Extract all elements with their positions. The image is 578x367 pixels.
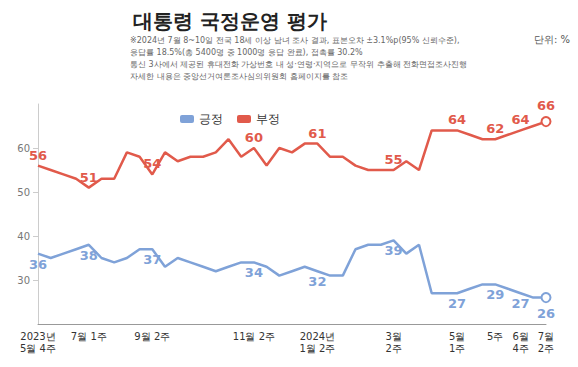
svg-text:2024년: 2024년 [300, 331, 335, 342]
svg-text:61: 61 [308, 126, 326, 141]
svg-text:64: 64 [512, 112, 530, 127]
svg-text:26: 26 [537, 306, 555, 321]
svg-text:7월: 7월 [538, 331, 554, 342]
svg-text:62: 62 [486, 121, 504, 136]
svg-text:40: 40 [17, 231, 30, 242]
svg-text:응답률 18.5%(총 5400명 중 1000명 응답 완: 응답률 18.5%(총 5400명 중 1000명 응답 완료), 접촉률 30… [130, 48, 363, 57]
svg-text:6월: 6월 [512, 331, 528, 342]
svg-text:7월 1주: 7월 1주 [71, 331, 107, 342]
svg-text:56: 56 [29, 148, 47, 163]
svg-text:64: 64 [448, 112, 466, 127]
svg-text:2주: 2주 [385, 343, 401, 354]
svg-text:60: 60 [17, 142, 30, 154]
svg-text:9월 2주: 9월 2주 [134, 331, 170, 342]
svg-text:통신 3사에서 제공된 휴대전화 가상번호 내 성·연령·지: 통신 3사에서 제공된 휴대전화 가상번호 내 성·연령·지역으로 무작위 추출… [130, 60, 467, 69]
svg-text:3월: 3월 [385, 331, 401, 342]
svg-text:자세한 내용은 중앙선거여론조사심의위원회 홈페이지를 참조: 자세한 내용은 중앙선거여론조사심의위원회 홈페이지를 참조 [130, 72, 348, 81]
svg-text:부정: 부정 [256, 112, 280, 126]
svg-text:60: 60 [245, 130, 263, 145]
svg-text:4주: 4주 [512, 343, 528, 354]
svg-text:54: 54 [143, 156, 161, 171]
svg-text:2023년: 2023년 [20, 331, 55, 342]
svg-text:34: 34 [245, 265, 263, 280]
svg-text:5주: 5주 [487, 331, 503, 342]
svg-text:39: 39 [385, 243, 403, 258]
svg-text:2주: 2주 [538, 343, 554, 354]
svg-text:27: 27 [448, 296, 466, 311]
svg-text:1월 2주: 1월 2주 [299, 343, 335, 354]
svg-text:29: 29 [486, 287, 504, 302]
svg-text:36: 36 [29, 257, 47, 272]
svg-text:1주: 1주 [449, 343, 465, 354]
svg-text:30: 30 [17, 275, 30, 286]
svg-text:50: 50 [17, 187, 30, 198]
svg-text:※2024년 7월 8~10일 전국 18세 이상 남녀 조: ※2024년 7월 8~10일 전국 18세 이상 남녀 조사 결과, 표본오차… [130, 36, 460, 45]
svg-text:단위: %: 단위: % [534, 34, 570, 45]
svg-text:27: 27 [512, 296, 530, 311]
svg-text:38: 38 [80, 248, 98, 263]
svg-text:대통령 국정운영 평가: 대통령 국정운영 평가 [133, 9, 327, 33]
svg-text:55: 55 [385, 152, 403, 167]
svg-text:66: 66 [537, 98, 555, 113]
svg-text:5월 4주: 5월 4주 [20, 343, 56, 354]
svg-text:37: 37 [143, 252, 161, 267]
svg-text:11월 2주: 11월 2주 [233, 331, 275, 342]
svg-text:32: 32 [308, 274, 326, 289]
svg-text:5월: 5월 [449, 331, 465, 342]
svg-text:긍정: 긍정 [199, 112, 223, 126]
svg-text:51: 51 [80, 170, 98, 185]
